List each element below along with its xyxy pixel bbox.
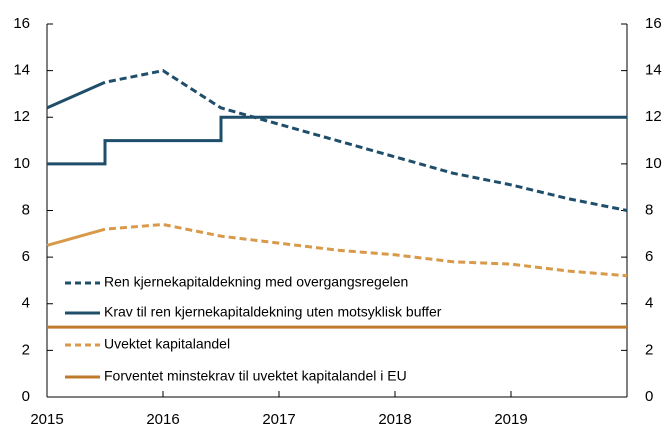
y-tick-label: 12 [13,108,30,125]
legend-label: Uvektet kapitalandel [104,336,230,352]
x-tick-label: 2017 [262,411,295,427]
y2-tick-label: 2 [645,341,653,358]
y-tick-label: 8 [22,201,30,218]
legend-label: Ren kjernekapitaldekning med overgangsre… [104,274,408,290]
y-tick-label: 16 [13,15,30,32]
x-tick-label: 2019 [494,411,527,427]
y2-tick-label: 6 [645,248,653,265]
y-tick-label: 6 [22,248,30,265]
series-line [47,115,627,166]
y2-tick-label: 8 [645,201,653,218]
y-tick-label: 4 [22,295,30,312]
x-tick-label: 2015 [30,411,63,427]
y-tick-label: 14 [13,62,30,79]
x-tick-label: 2016 [146,411,179,427]
y-tick-label: 2 [22,341,30,358]
y-tick-label: 0 [22,388,30,405]
y2-tick-label: 12 [645,108,662,125]
series-line [46,222,628,278]
y2-tick-label: 14 [645,62,662,79]
y2-tick-label: 16 [645,15,662,32]
legend-label: Forventet minstekrav til uvektet kapital… [104,368,407,384]
series-line [46,69,628,212]
y-tick-label: 10 [13,155,30,172]
x-tick-label: 2018 [378,411,411,427]
y2-tick-label: 10 [645,155,662,172]
y2-tick-label: 4 [645,295,653,312]
legend-label: Krav til ren kjernekapitaldekning uten m… [104,304,442,320]
y2-tick-label: 0 [645,388,653,405]
